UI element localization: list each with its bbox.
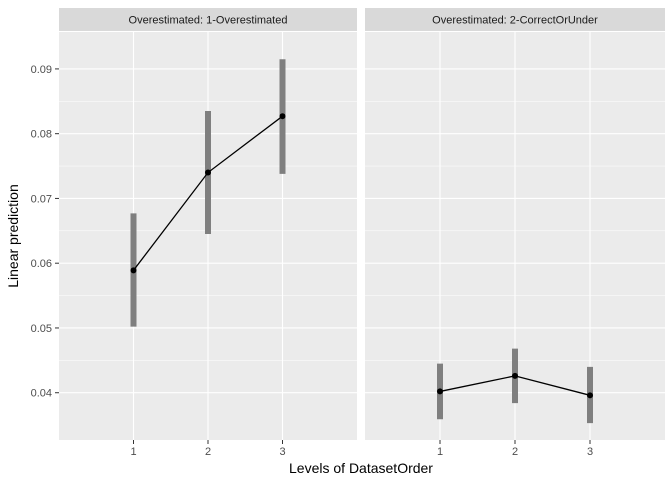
data-layer — [130, 59, 286, 327]
x-tick-label: 3 — [279, 446, 285, 458]
y-axis-title: Linear prediction — [5, 184, 21, 288]
y-tick-label: 0.05 — [31, 323, 52, 335]
y-axis: 0.04 0.05 0.06 0.07 0.08 0.09 — [31, 64, 59, 400]
data-point — [587, 392, 593, 399]
y-tick-label: 0.08 — [31, 129, 52, 141]
panel-correct-or-under: Overestimated: 2-CorrectOrUnder — [365, 8, 665, 440]
data-point — [205, 169, 211, 176]
panel-overestimated: Overestimated: 1-Overestimated — [59, 8, 357, 440]
y-tick-label: 0.09 — [31, 64, 52, 76]
data-layer — [437, 348, 593, 424]
x-tick-label: 1 — [130, 446, 136, 458]
x-axis: 1 2 3 1 2 3 — [130, 440, 593, 458]
strip-background — [365, 8, 665, 31]
data-point — [512, 372, 518, 379]
x-axis-title: Levels of DatasetOrder — [289, 460, 433, 476]
strip-label: Overestimated: 1-Overestimated — [129, 15, 288, 27]
x-tick-label: 3 — [587, 446, 593, 458]
y-tick-label: 0.07 — [31, 193, 52, 205]
y-tick-label: 0.04 — [31, 388, 52, 400]
data-point — [279, 113, 286, 120]
y-tick-label: 0.06 — [31, 258, 52, 270]
strip-background — [59, 8, 357, 31]
x-tick-label: 2 — [512, 446, 518, 458]
strip-label: Overestimated: 2-CorrectOrUnder — [432, 15, 598, 27]
x-tick-label: 1 — [437, 446, 443, 458]
data-point — [437, 388, 443, 395]
x-tick-label: 2 — [205, 446, 211, 458]
data-point — [130, 267, 137, 274]
